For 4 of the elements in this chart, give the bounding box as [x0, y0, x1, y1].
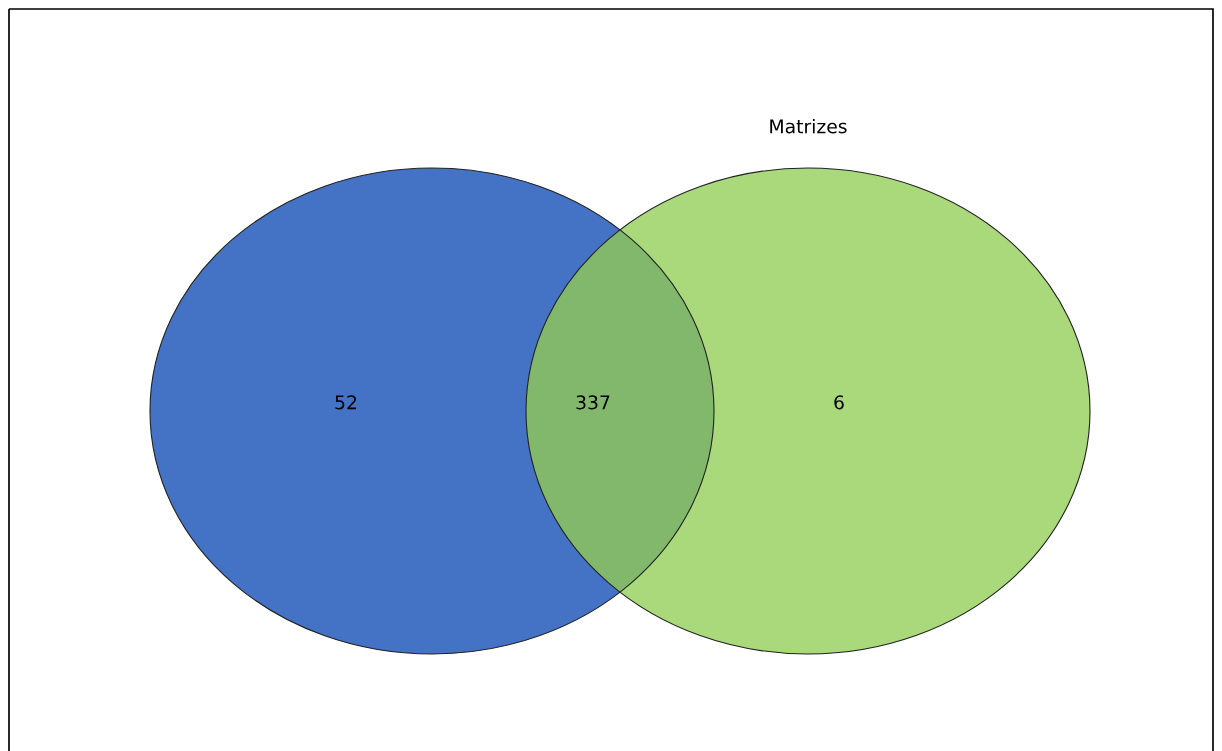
data-label: 337 — [576, 395, 610, 410]
text: Matrizes — [770, 118, 847, 134]
data-label: 52 — [335, 395, 357, 410]
data-label: 6 — [834, 395, 844, 410]
